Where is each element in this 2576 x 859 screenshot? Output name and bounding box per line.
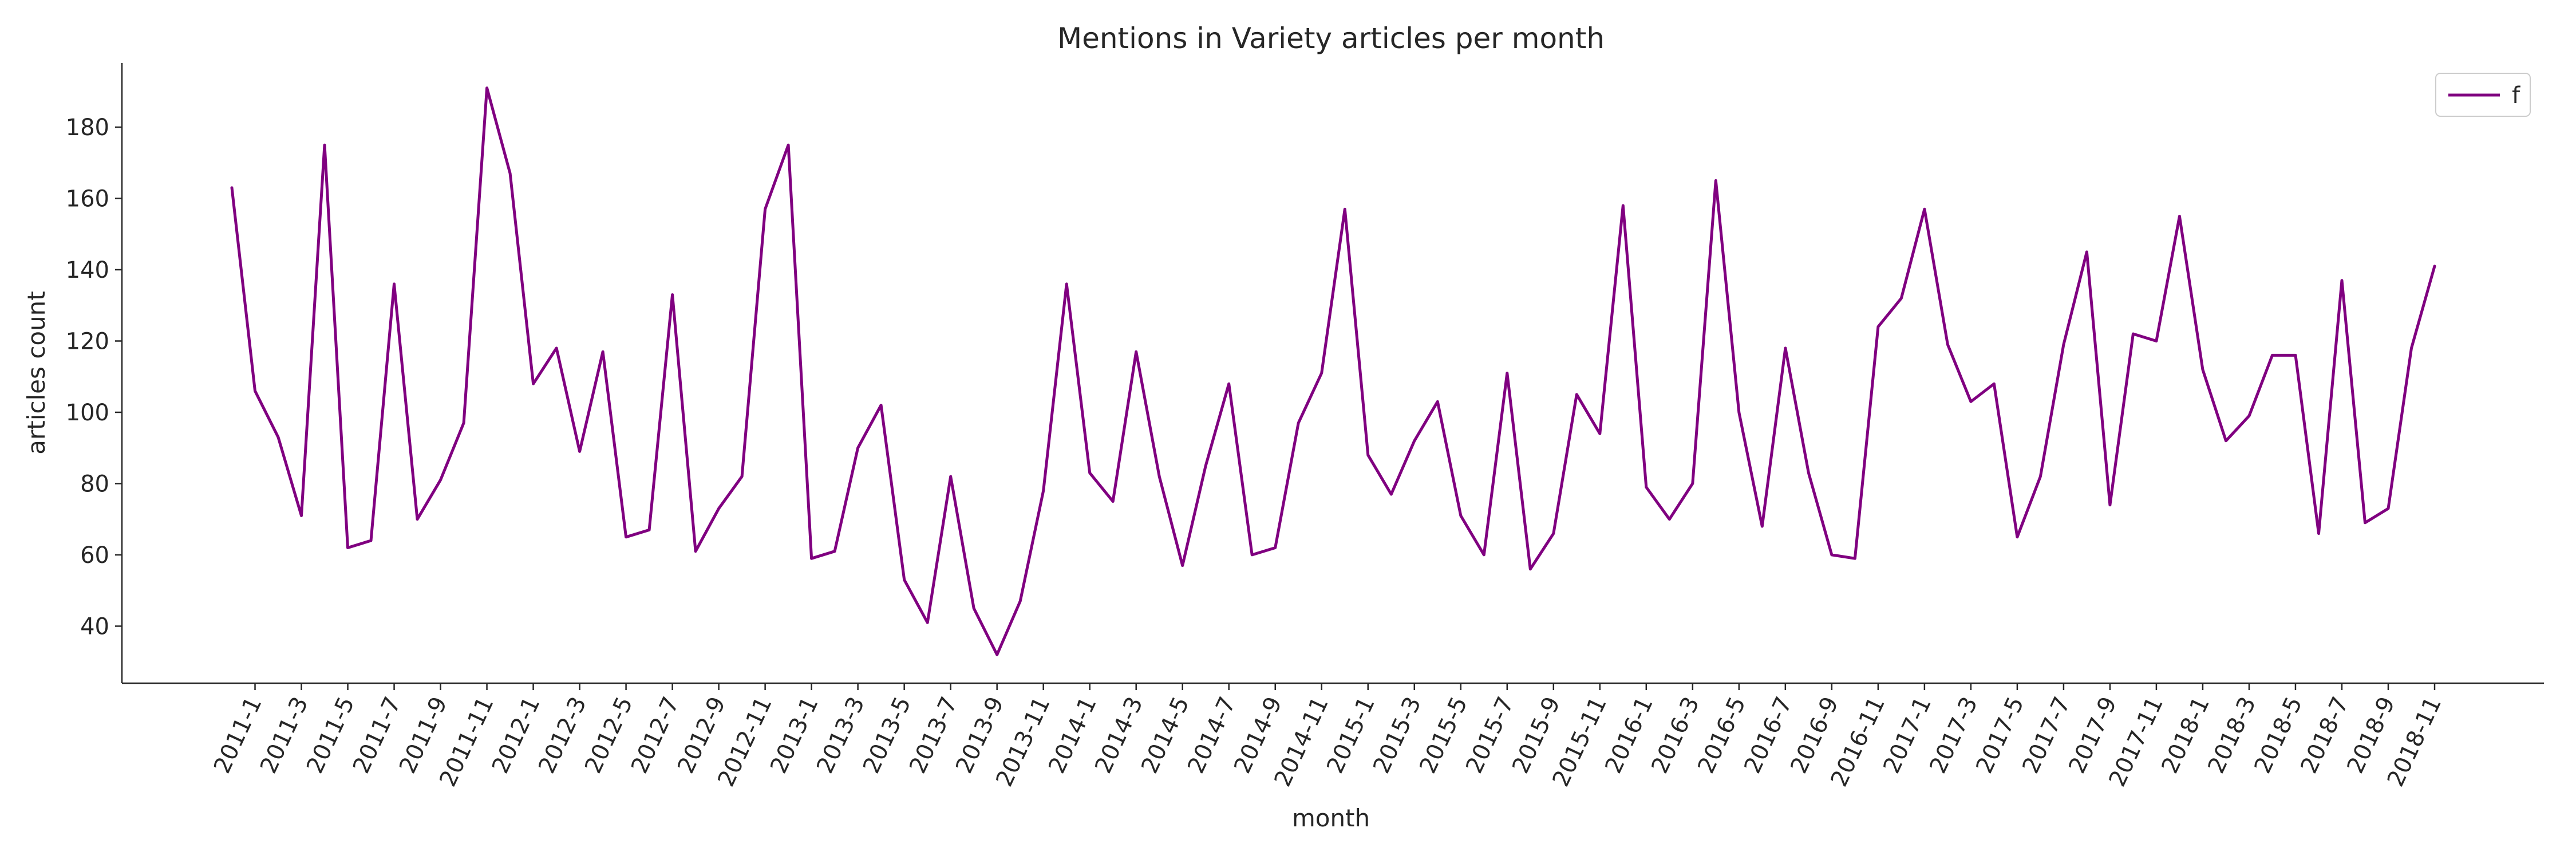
y-tick-label: 40 — [80, 613, 109, 640]
y-axis-ticks: 40 60 80 100 120 140 160 180 — [66, 115, 122, 640]
series-line-f — [230, 86, 2436, 656]
y-tick-label: 160 — [66, 186, 109, 212]
y-tick-label: 60 — [80, 542, 109, 569]
x-axis-label: month — [1292, 804, 1370, 832]
plot-area — [230, 86, 2436, 656]
legend-label: f — [2512, 82, 2520, 109]
y-tick-label: 100 — [66, 400, 109, 426]
chart-title: Mentions in Variety articles per month — [1057, 22, 1605, 55]
x-axis-ticks: 2011-12011-32011-52011-72011-92011-11201… — [209, 683, 2447, 791]
y-tick-label: 120 — [66, 328, 109, 354]
y-axis-label: articles count — [22, 291, 50, 454]
y-tick-label: 80 — [80, 471, 109, 497]
y-tick-label: 140 — [66, 257, 109, 283]
y-tick-label: 180 — [66, 115, 109, 141]
chart-legend: f — [2435, 73, 2531, 117]
